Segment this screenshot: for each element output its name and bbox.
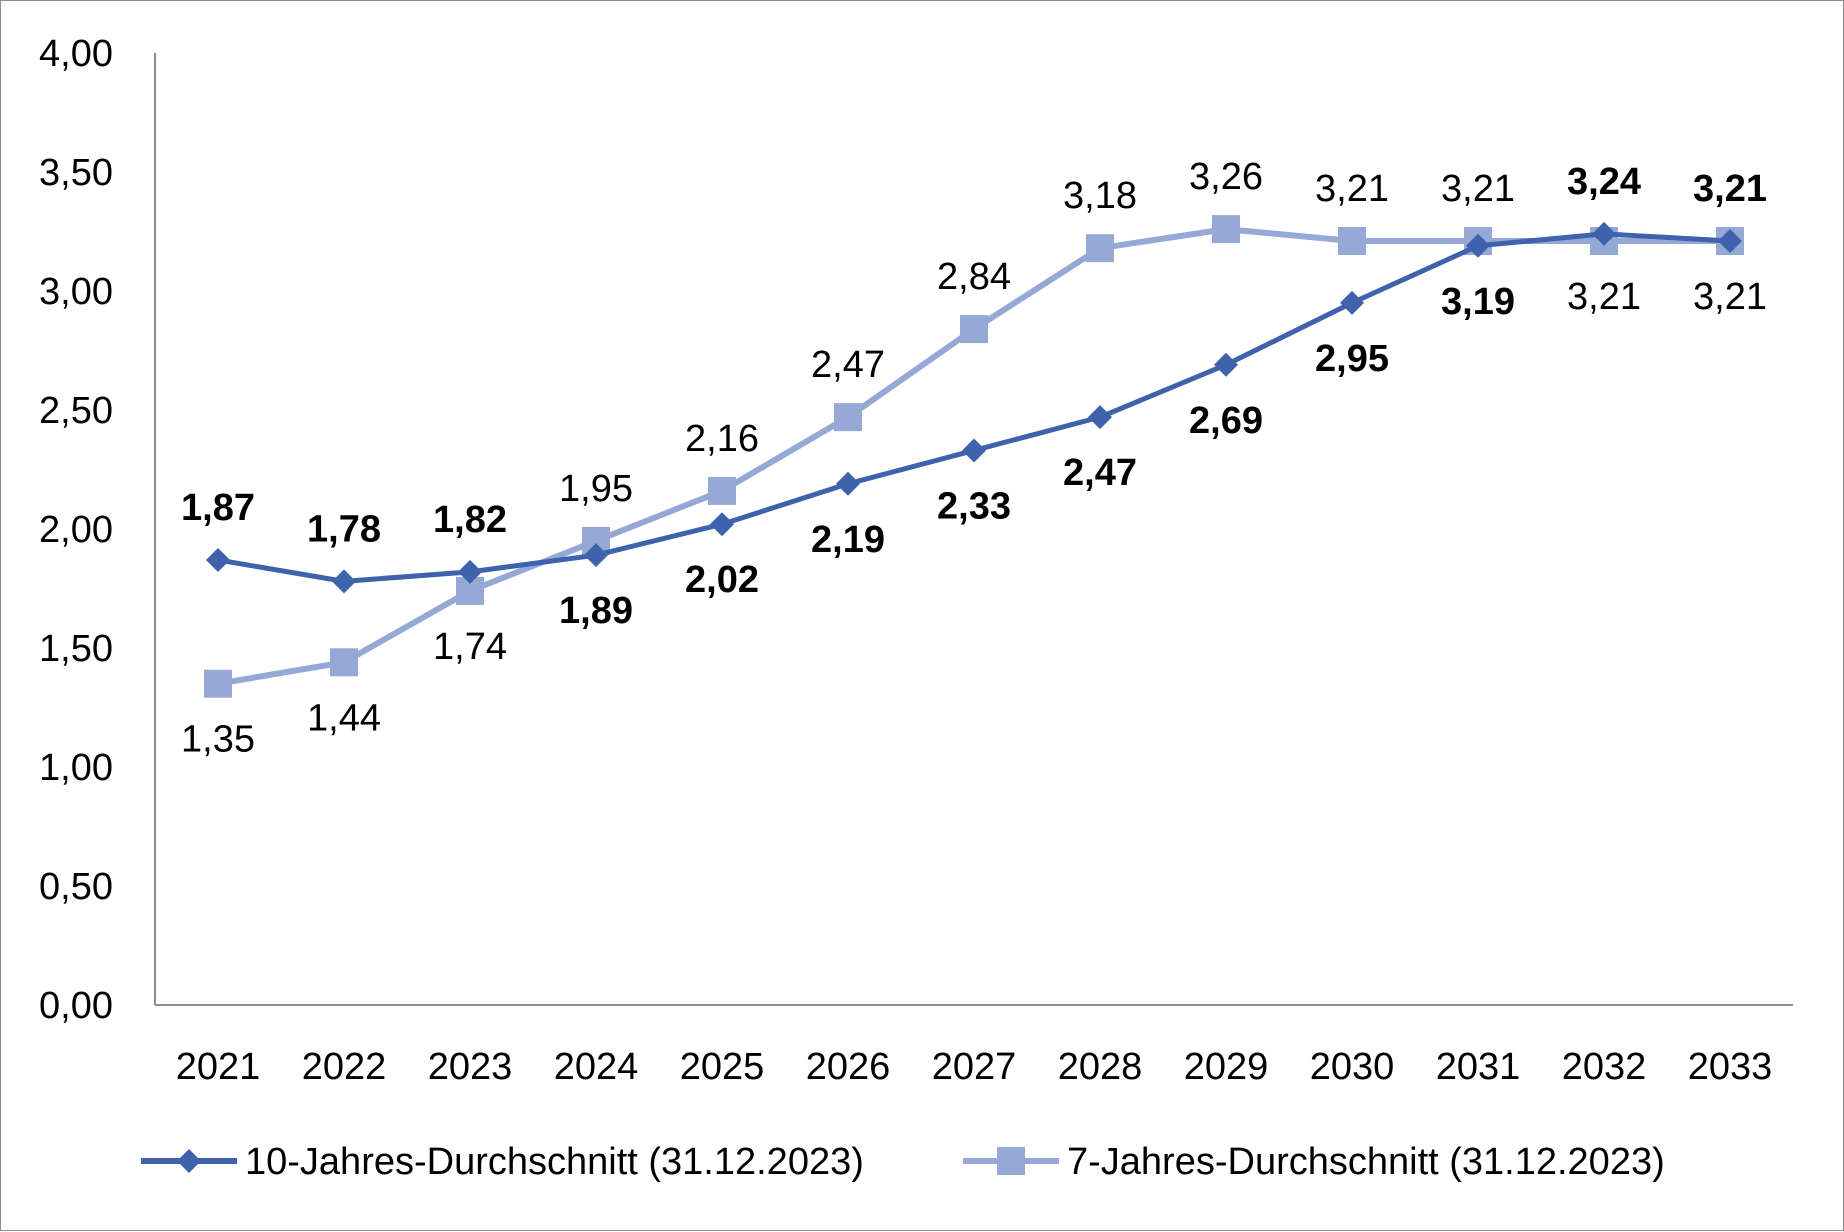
legend-label: 10-Jahres-Durchschnitt (31.12.2023) [245,1141,864,1183]
y-tick-label: 1,50 [39,628,113,670]
data-label: 1,89 [559,590,633,632]
legend-marker-square [997,1147,1025,1175]
data-label: 1,35 [181,719,255,761]
x-tick-label: 2033 [1688,1046,1773,1088]
data-label: 3,26 [1189,156,1263,198]
legend-label: 7-Jahres-Durchschnitt (31.12.2023) [1067,1141,1665,1183]
data-label: 2,33 [937,485,1011,527]
y-tick-label: 3,50 [39,152,113,194]
y-tick-label: 2,00 [39,509,113,551]
data-point-square [708,476,736,505]
data-label: 2,84 [937,256,1011,298]
y-tick-label: 2,50 [39,390,113,432]
data-point-square [960,315,988,344]
x-tick-label: 2025 [680,1046,765,1088]
y-tick-label: 0,50 [39,866,113,908]
data-label: 2,02 [685,559,759,601]
data-label: 3,19 [1441,281,1515,323]
data-point-diamond [1466,233,1490,258]
legend: 10-Jahres-Durchschnitt (31.12.2023) 7-Jah… [141,1141,1665,1183]
y-tick-label: 0,00 [39,985,113,1027]
x-axis-ticks: 2021 2022 2023 2024 2025 2026 2027 2028 2029 2030… [176,1046,1773,1088]
data-point-diamond [1718,229,1742,254]
x-tick-label: 2024 [554,1046,639,1088]
data-label: 3,21 [1693,276,1767,318]
series-layer [204,215,1744,698]
data-label: 1,78 [307,508,381,550]
x-tick-label: 2030 [1310,1046,1395,1088]
data-point-diamond [710,512,734,537]
data-label: 2,47 [811,344,885,386]
y-tick-label: 4,00 [39,33,113,75]
y-tick-label: 3,00 [39,271,113,313]
data-label: 1,95 [559,468,633,510]
legend-marker-diamond [177,1149,201,1173]
y-tick-label: 1,00 [39,747,113,789]
x-tick-label: 2031 [1436,1046,1521,1088]
data-point-diamond [1340,290,1364,315]
legend-item-2: 7-Jahres-Durchschnitt (31.12.2023) [963,1141,1665,1183]
data-labels: 1,87 1,78 1,82 1,89 2,02 2,19 2,33 2,47 2,69 2,95… [181,156,1767,761]
legend-item-1: 10-Jahres-Durchschnitt (31.12.2023) [141,1141,864,1183]
data-label: 1,74 [433,626,507,668]
data-point-square [330,648,358,677]
data-point-diamond [332,569,356,594]
data-label: 1,44 [307,697,381,739]
data-label: 3,21 [1315,168,1389,210]
x-tick-label: 2028 [1058,1046,1143,1088]
data-label: 3,21 [1441,168,1515,210]
data-label: 2,95 [1315,338,1389,380]
data-label: 3,24 [1567,161,1641,203]
data-label: 3,18 [1063,175,1137,217]
x-tick-label: 2032 [1562,1046,1647,1088]
data-point-diamond [1592,221,1616,246]
data-point-diamond [206,547,230,572]
data-point-diamond [458,559,482,584]
data-label: 1,82 [433,499,507,541]
series-1 [206,221,1742,594]
data-point-square [834,403,862,432]
data-point-diamond [836,471,860,496]
data-point-square [1086,234,1114,263]
data-label: 2,19 [811,519,885,561]
x-tick-label: 2029 [1184,1046,1269,1088]
data-label: 3,21 [1693,168,1767,210]
data-point-diamond [584,543,608,568]
data-point-diamond [962,438,986,463]
data-point-square [1338,227,1366,256]
y-axis-ticks: 0,00 0,50 1,00 1,50 2,00 2,50 3,00 3,50 4,00 [39,33,113,1027]
x-tick-label: 2026 [806,1046,891,1088]
data-point-diamond [1214,352,1238,377]
data-label: 3,21 [1567,276,1641,318]
data-label: 2,16 [685,418,759,460]
x-tick-label: 2022 [302,1046,387,1088]
data-label: 2,69 [1189,400,1263,442]
data-point-square [204,669,232,698]
data-point-square [1212,215,1240,244]
axes [154,53,1793,1006]
data-point-diamond [1088,405,1112,430]
x-tick-label: 2021 [176,1046,261,1088]
data-label: 2,47 [1063,452,1137,494]
x-tick-label: 2023 [428,1046,513,1088]
x-tick-label: 2027 [932,1046,1017,1088]
data-label: 1,87 [181,487,255,529]
